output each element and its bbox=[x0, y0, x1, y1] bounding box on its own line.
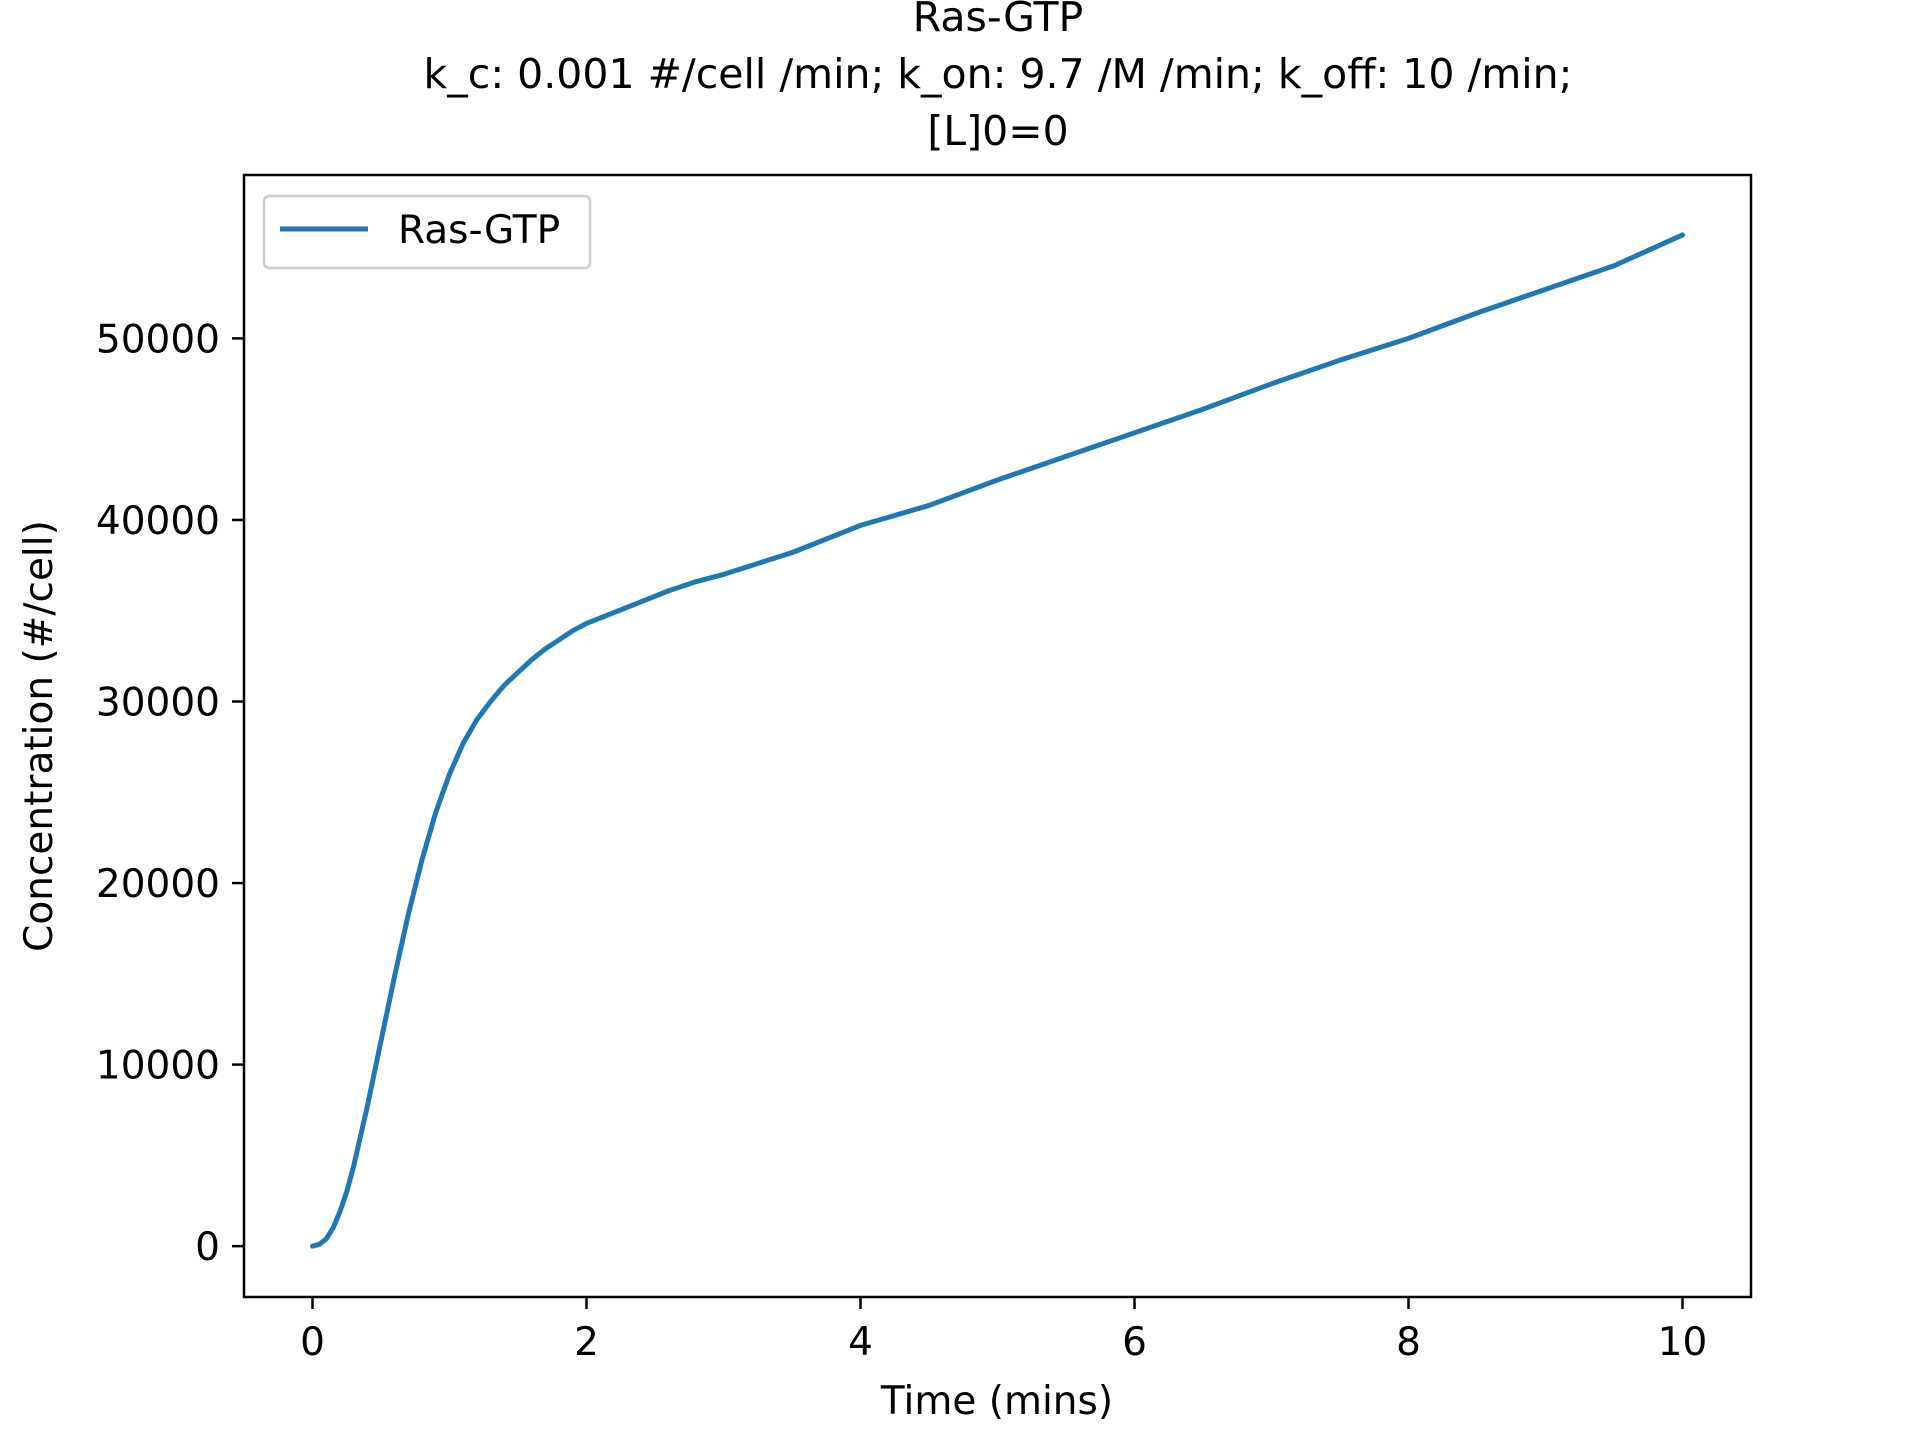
legend: Ras-GTP bbox=[262, 194, 592, 270]
x-tick-label: 4 bbox=[848, 1320, 873, 1365]
chart-title-line-1: Ras-GTP bbox=[913, 0, 1083, 41]
y-tick-label: 0 bbox=[195, 1225, 220, 1270]
x-tick-label: 0 bbox=[300, 1320, 325, 1365]
x-axis-label: Time (mins) bbox=[880, 1379, 1113, 1424]
x-tick-label: 2 bbox=[574, 1320, 599, 1365]
series-layer bbox=[310, 232, 1685, 1249]
x-axis-ticks: 0 2 4 6 8 10 bbox=[300, 1297, 1707, 1365]
chart-title-line-2: k_c: 0.001 #/cell /min; k_on: 9.7 /M /mi… bbox=[424, 50, 1573, 98]
y-tick-label: 30000 bbox=[96, 681, 220, 726]
plot-area-frame bbox=[242, 173, 1753, 1299]
y-axis-ticks: 0 10000 20000 30000 40000 50000 bbox=[96, 317, 244, 1270]
chart-title-line-3: [L]0=0 bbox=[927, 107, 1068, 155]
series-line-ras-gtp bbox=[310, 232, 1685, 1249]
legend-box bbox=[262, 194, 592, 270]
legend-label: Ras-GTP bbox=[398, 208, 560, 253]
y-tick-label: 50000 bbox=[96, 317, 220, 362]
x-tick-label: 10 bbox=[1658, 1320, 1708, 1365]
y-tick-label: 20000 bbox=[96, 862, 220, 907]
y-tick-label: 40000 bbox=[96, 499, 220, 544]
x-tick-label: 8 bbox=[1396, 1320, 1421, 1365]
y-axis-label: Concentration (#/cell) bbox=[17, 520, 62, 952]
chart-title: Ras-GTP k_c: 0.001 #/cell /min; k_on: 9.… bbox=[424, 0, 1573, 155]
y-tick-label: 10000 bbox=[96, 1044, 220, 1089]
x-tick-label: 6 bbox=[1122, 1320, 1147, 1365]
